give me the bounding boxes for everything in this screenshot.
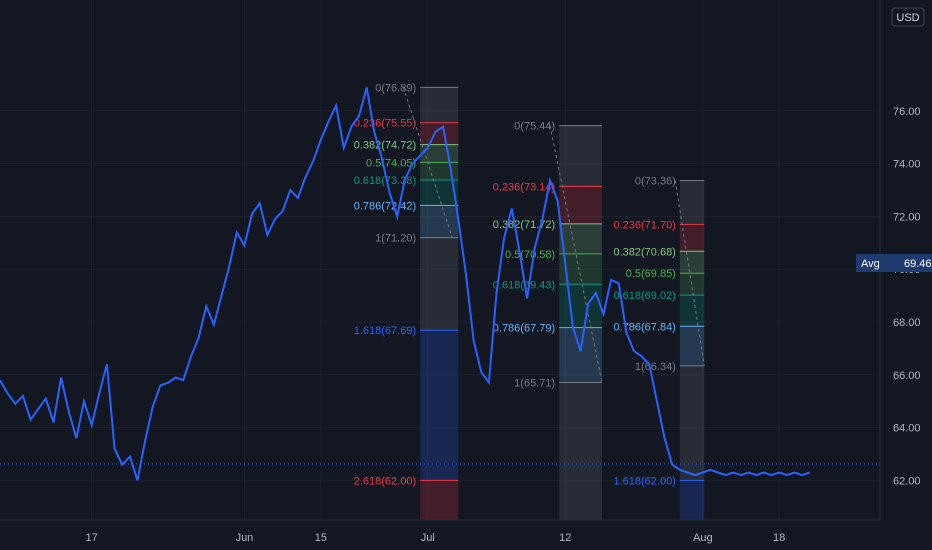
currency-button-frame [891, 7, 925, 27]
fib-zone [679, 295, 705, 327]
fib-trendline [674, 180, 705, 366]
fib-zone [420, 180, 459, 206]
fib-level-label: 0.382(71.72) [493, 219, 555, 231]
y-tick-label: 74.00 [893, 159, 921, 171]
fib-retracement-1[interactable]: 0(76.89) 0.236(75.55) 0.382(74.72) 0.5(74.0… [354, 82, 459, 520]
fib-level-label: 0(75.44) [514, 121, 555, 133]
fib-level-label: 1.618(67.69) [354, 325, 416, 337]
fib-zone [559, 223, 602, 254]
fib-zone [559, 186, 602, 224]
fib-level-label: 0.236(73.14) [493, 181, 555, 193]
fib-level-label: 1(66.34) [635, 361, 676, 373]
fib-level-label: 2.618(62.00) [354, 475, 416, 487]
x-tick-label: 18 [773, 532, 785, 544]
fib-level-label: 0.5(69.85) [626, 268, 676, 280]
fib-level-label: 1(65.71) [514, 377, 555, 389]
fib-level-label: 0.236(71.70) [613, 219, 675, 231]
fib-zone [559, 284, 602, 328]
fib-zone [420, 237, 459, 331]
fib-zone [679, 180, 705, 225]
fib-zone [679, 273, 705, 296]
fib-zone [420, 205, 459, 238]
y-tick-label: 62.00 [893, 475, 921, 487]
fib-level-label: 0.382(74.72) [354, 140, 416, 152]
fib-trendline [402, 87, 453, 238]
fib-level-label: 0(73.36) [635, 176, 676, 188]
fib-zone [679, 365, 705, 481]
fib-zone [559, 327, 602, 383]
fib-level-label: 0.786(67.79) [493, 323, 555, 335]
fib-level-label: 0.382(70.68) [613, 246, 675, 258]
fib-zone [679, 251, 705, 274]
currency-button[interactable]: USD [891, 7, 925, 27]
fib-level-label: 0.618(73.38) [354, 175, 416, 187]
y-tick-label: 66.00 [893, 370, 921, 382]
fib-level-label: 0.236(75.55) [354, 118, 416, 130]
y-tick-label: 72.00 [893, 211, 921, 223]
fib-level-label: 0.618(69.43) [493, 279, 555, 291]
avg-badge-value: 69.46 [904, 258, 932, 270]
fib-level-label: 1.618(62.00) [613, 475, 675, 487]
fib-level-label: 1(71.20) [375, 233, 416, 245]
y-tick-label: 64.00 [893, 423, 921, 435]
price-series-line[interactable] [0, 87, 811, 481]
x-tick-label: 15 [315, 532, 327, 544]
fib-zone [420, 162, 459, 181]
avg-badge-name: Avg [861, 258, 880, 270]
fib-retracement-3[interactable]: 0(73.36) 0.236(71.70) 0.382(70.68) 0.5(69.8… [613, 176, 705, 520]
fib-zone [679, 480, 705, 520]
fib-level-label: 0.5(70.58) [505, 249, 555, 261]
x-tick-label: Jun [236, 532, 254, 544]
fib-zone [420, 122, 459, 145]
avg-badge-bg [856, 254, 932, 272]
avg-badge: Avg 69.46 [856, 254, 932, 272]
grid [0, 0, 880, 520]
currency-label: USD [896, 12, 919, 24]
fib-zone [559, 382, 602, 520]
fib-trendline [549, 125, 603, 383]
y-tick-label: 68.00 [893, 317, 921, 329]
fib-zone [420, 330, 459, 481]
x-tick-label: 17 [86, 532, 98, 544]
fib-zone [420, 87, 459, 123]
fib-level-label: 0.786(67.84) [613, 321, 675, 333]
x-tick-label: Aug [693, 532, 713, 544]
fib-level-label: 0.786(72.42) [354, 200, 416, 212]
fib-level-label: 0(76.89) [375, 82, 416, 94]
time-axis[interactable]: 17 Jun 15 Jul 12 Aug 18 [86, 532, 786, 544]
fib-zone [420, 144, 459, 163]
x-tick-label: 12 [559, 532, 571, 544]
fib-level-label: 0.618(69.02) [613, 290, 675, 302]
x-tick-label: Jul [421, 532, 435, 544]
fib-level-label: 0.5(74.05) [366, 157, 416, 169]
fib-zone [420, 480, 459, 520]
fib-zone [679, 224, 705, 252]
fib-zone [679, 326, 705, 366]
y-tick-label: 76.00 [893, 106, 921, 118]
fib-zone [559, 125, 602, 187]
